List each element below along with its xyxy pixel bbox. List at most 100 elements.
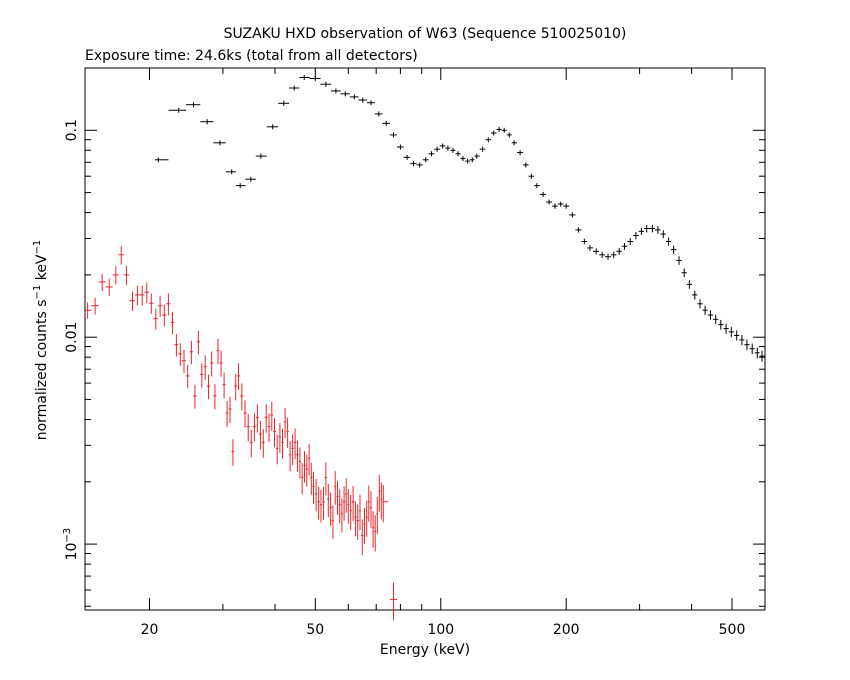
data-point: [105, 278, 113, 297]
data-point: [312, 471, 315, 504]
data-point: [460, 156, 466, 162]
data-point: [331, 505, 335, 539]
data-point: [759, 350, 766, 362]
data-point: [749, 343, 755, 355]
data-point: [374, 111, 383, 117]
data-point: [665, 237, 671, 246]
data-point: [358, 494, 362, 531]
data-point: [170, 311, 175, 335]
data-point: [633, 232, 639, 240]
data-point: [200, 363, 204, 388]
data-point: [702, 305, 708, 315]
data-point: [186, 102, 201, 108]
data-point: [605, 253, 611, 260]
data-point: [347, 489, 350, 524]
data-point: [330, 88, 341, 94]
data-point: [168, 107, 187, 113]
y-tick-label-exp: −3: [62, 528, 73, 543]
data-point: [185, 365, 190, 389]
x-tick-label: 20: [141, 622, 159, 638]
data-point: [322, 486, 325, 520]
data-point: [245, 176, 256, 182]
data-point: [534, 183, 540, 189]
data-point: [365, 500, 368, 537]
data-point: [374, 515, 377, 552]
data-point: [249, 429, 253, 458]
y-axis-label-exp1: −1: [32, 285, 43, 300]
data-point: [286, 417, 289, 448]
data-point: [681, 268, 687, 278]
data-point: [219, 351, 223, 377]
data-point: [320, 81, 331, 87]
data-point: [434, 146, 440, 152]
y-axis-label: normalized counts s−1 keV−1: [32, 240, 50, 441]
data-point: [354, 501, 357, 537]
data-point: [264, 404, 268, 433]
data-point: [455, 151, 461, 157]
y-tick-label: 10−3: [62, 528, 80, 561]
data-point: [474, 153, 480, 159]
data-point: [366, 100, 375, 106]
data-point: [523, 162, 529, 168]
data-point: [246, 413, 250, 442]
data-point: [728, 327, 734, 338]
data-point: [713, 314, 719, 325]
y-tick-label: 0.01: [64, 322, 80, 353]
data-point: [98, 273, 106, 291]
data-point: [465, 158, 470, 164]
data-point: [216, 338, 220, 365]
data-point: [210, 351, 214, 377]
data-point: [511, 140, 518, 146]
x-axis-label: Energy (keV): [380, 642, 470, 658]
data-point: [389, 132, 397, 138]
data-point: [234, 373, 238, 401]
data-point: [327, 484, 330, 518]
data-point: [162, 304, 167, 327]
data-point: [129, 291, 135, 311]
data-point: [356, 504, 359, 540]
data-point: [734, 330, 740, 341]
data-point: [445, 145, 451, 151]
series-red: [84, 246, 397, 621]
data-point: [319, 489, 323, 523]
data-point: [261, 429, 265, 458]
chart-subtitle: Exposure time: 24.6ks (total from all de…: [85, 48, 418, 64]
data-point: [707, 310, 714, 320]
data-point: [649, 224, 656, 233]
data-point: [296, 440, 299, 472]
y-axis-label-main: normalized counts s: [34, 299, 50, 440]
data-point: [593, 248, 600, 255]
data-point: [288, 440, 292, 472]
x-tick-labels: 20 50 100 200 500: [141, 622, 746, 638]
y-axis-label-mid: keV: [34, 254, 50, 285]
data-point: [336, 481, 339, 515]
data-point: [206, 374, 211, 400]
data-point: [422, 157, 429, 163]
data-point: [539, 191, 547, 197]
data-point: [255, 153, 267, 159]
data-point: [213, 384, 217, 410]
data-point: [349, 94, 359, 100]
data-point: [621, 242, 628, 250]
data-point: [372, 511, 375, 548]
x-tick-label: 50: [306, 622, 324, 638]
data-point: [367, 485, 370, 522]
data-point: [416, 162, 423, 168]
y-tick-labels: 0.1 0.01 10−3: [62, 119, 80, 560]
data-point: [329, 492, 332, 526]
data-point: [660, 230, 666, 239]
data-point: [351, 486, 355, 521]
data-point: [235, 183, 246, 189]
data-point: [469, 157, 475, 163]
data-point: [278, 100, 289, 106]
data-point: [358, 97, 367, 103]
data-point: [439, 143, 446, 149]
axis-ticks: [85, 67, 766, 610]
data-point: [314, 479, 318, 512]
data-point: [157, 295, 163, 317]
data-point: [396, 144, 404, 150]
data-point: [575, 227, 582, 233]
data-point: [671, 245, 677, 254]
y-tick-label-base: 0.01: [64, 322, 80, 353]
